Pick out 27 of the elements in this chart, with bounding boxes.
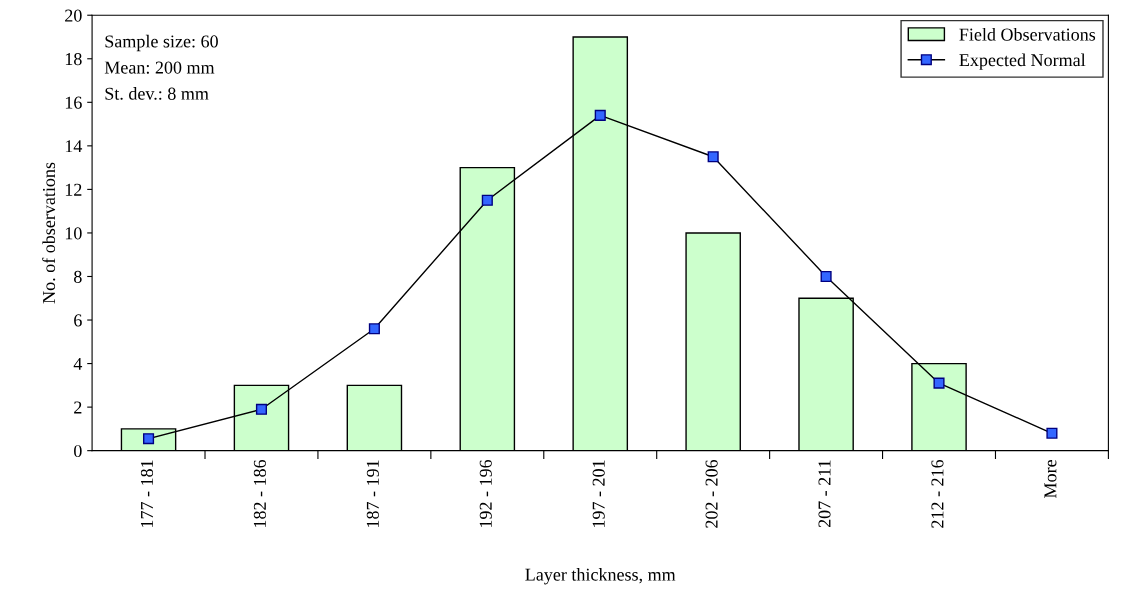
x-tick-label: 177 - 181 (140, 460, 154, 527)
x-tick-label: More (1044, 460, 1057, 498)
x-tick-label: 187 - 191 (366, 460, 379, 527)
y-tick-label: 20 (65, 9, 82, 22)
y-tick-label: 6 (74, 314, 82, 327)
x-tick-label: 207 - 211 (818, 460, 831, 528)
annotation: Sample size: 60 (105, 34, 218, 52)
y-tick-label: 0 (74, 444, 82, 458)
y-tick-label: 14 (65, 140, 83, 153)
legend-label: Field Observations (959, 27, 1096, 41)
x-tick-label: 192 - 196 (479, 459, 492, 527)
x-tick-label: 212 - 216 (931, 459, 944, 528)
y-tick-label: 18 (65, 53, 82, 66)
annotation: St. dev.: 8 mm (105, 87, 209, 100)
y-tick-label: 8 (74, 270, 82, 283)
y-tick-label: 16 (65, 96, 82, 109)
y-tick-label: 4 (73, 357, 83, 370)
y-tick-label: 10 (65, 227, 82, 240)
y-axis-title: No. of observations (42, 162, 56, 304)
legend-label: Expected Normal (959, 53, 1086, 70)
x-tick-label: 182 - 186 (253, 459, 266, 527)
x-tick-label: 197 - 201 (592, 460, 605, 527)
x-axis-title: Layer thickness, mm (525, 568, 676, 585)
y-tick-label: 12 (65, 183, 82, 196)
y-tick-label: 2 (74, 401, 82, 414)
annotation: Mean: 200 mm (104, 61, 215, 74)
x-tick-label: 202 - 206 (705, 459, 718, 528)
